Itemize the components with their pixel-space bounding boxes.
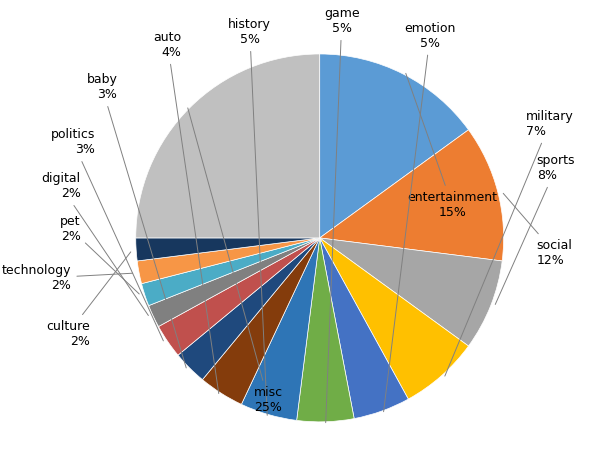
Text: game
5%: game 5%	[324, 7, 359, 422]
Wedge shape	[149, 238, 320, 327]
Wedge shape	[142, 238, 320, 306]
Text: culture
2%: culture 2%	[46, 252, 131, 347]
Text: sports
8%: sports 8%	[495, 154, 575, 304]
Wedge shape	[296, 238, 354, 422]
Text: emotion
5%: emotion 5%	[384, 22, 456, 412]
Text: baby
3%: baby 3%	[87, 73, 186, 368]
Wedge shape	[320, 54, 468, 238]
Text: politics
3%: politics 3%	[51, 128, 163, 341]
Wedge shape	[320, 238, 468, 399]
Wedge shape	[136, 238, 320, 261]
Wedge shape	[320, 130, 504, 261]
Wedge shape	[159, 238, 320, 355]
Text: auto
4%: auto 4%	[154, 31, 219, 394]
Text: technology
2%: technology 2%	[2, 264, 132, 292]
Wedge shape	[320, 238, 502, 346]
Text: history
5%: history 5%	[228, 18, 271, 415]
Text: military
7%: military 7%	[445, 110, 573, 376]
Wedge shape	[136, 54, 320, 238]
Wedge shape	[203, 238, 320, 405]
Wedge shape	[137, 238, 320, 284]
Wedge shape	[242, 238, 320, 421]
Text: entertainment
15%: entertainment 15%	[406, 73, 497, 219]
Text: misc
25%: misc 25%	[188, 108, 283, 414]
Text: social
12%: social 12%	[503, 194, 573, 267]
Text: digital
2%: digital 2%	[41, 172, 148, 315]
Text: pet
2%: pet 2%	[60, 215, 139, 294]
Wedge shape	[320, 238, 408, 419]
Wedge shape	[178, 238, 320, 379]
